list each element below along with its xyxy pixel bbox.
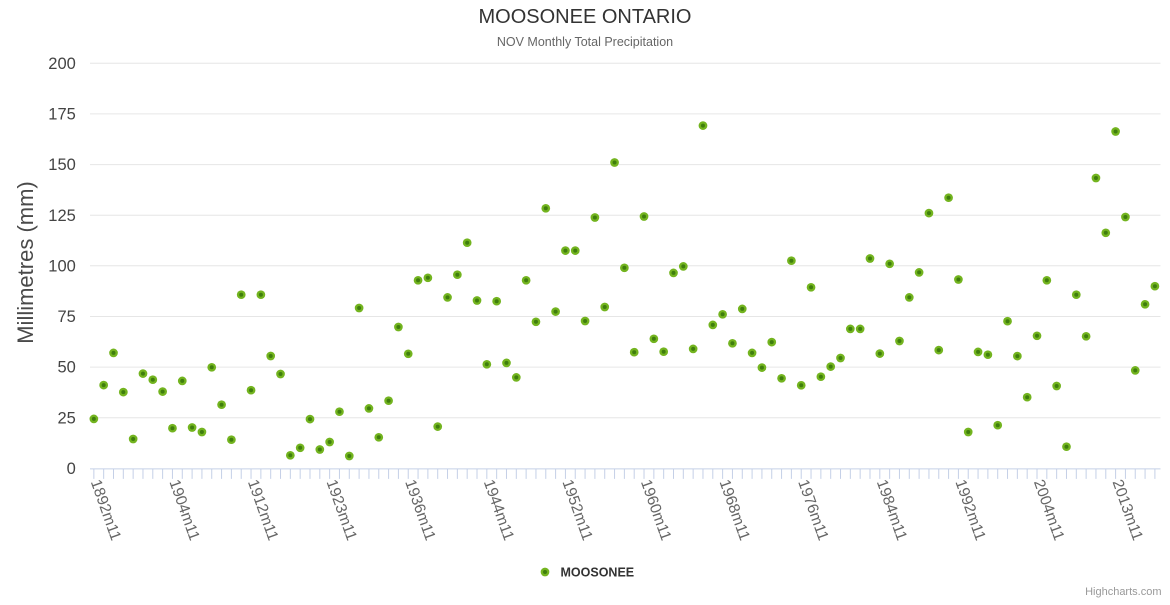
svg-text:75: 75 — [57, 308, 75, 326]
svg-text:25: 25 — [57, 409, 75, 427]
svg-text:200: 200 — [48, 55, 76, 73]
svg-text:175: 175 — [48, 106, 76, 124]
svg-text:Highcharts.com: Highcharts.com — [1085, 586, 1161, 598]
svg-text:MOOSONEE ONTARIO: MOOSONEE ONTARIO — [479, 6, 692, 28]
svg-text:125: 125 — [48, 207, 76, 225]
svg-text:50: 50 — [57, 359, 75, 377]
svg-text:MOOSONEE: MOOSONEE — [561, 566, 635, 580]
svg-text:NOV Monthly Total Precipitatio: NOV Monthly Total Precipitation — [497, 35, 673, 49]
svg-text:Millimetres (mm): Millimetres (mm) — [13, 181, 38, 344]
svg-text:100: 100 — [48, 257, 76, 275]
svg-text:0: 0 — [67, 460, 76, 478]
svg-text:150: 150 — [48, 156, 76, 174]
